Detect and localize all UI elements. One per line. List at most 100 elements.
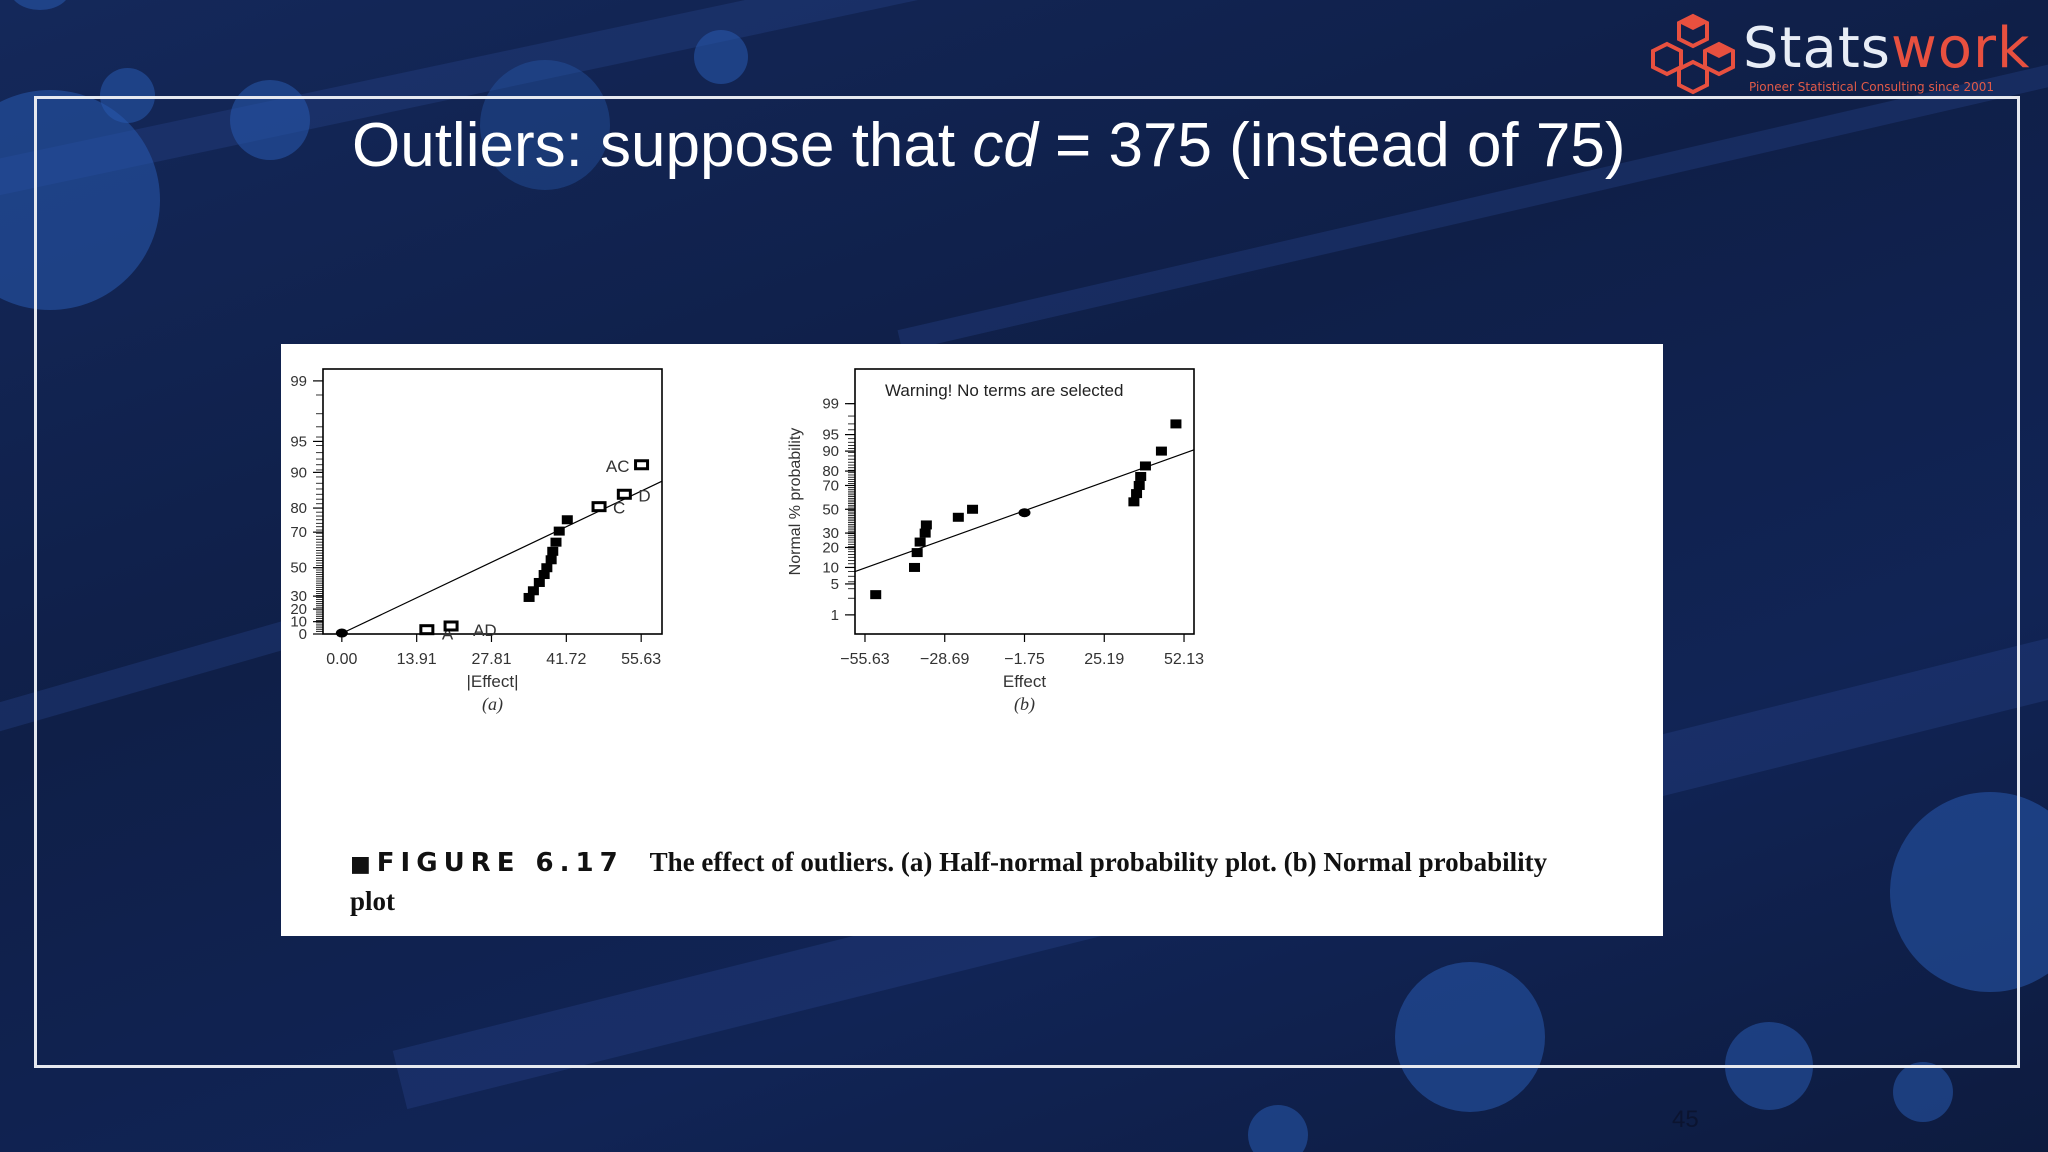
bg-bubble <box>1395 962 1545 1112</box>
data-point <box>523 592 535 602</box>
y-tick-label: 30 <box>290 588 307 605</box>
slide-title: Outliers: suppose that cd = 375 (instead… <box>352 110 1626 181</box>
x-tick-label: 52.13 <box>1164 651 1204 668</box>
data-point <box>547 546 559 556</box>
bg-bubble <box>694 30 748 84</box>
title-suffix: = 375 (instead of 75) <box>1037 111 1626 180</box>
x-axis-label: |Effect| <box>467 672 519 691</box>
data-point <box>634 459 650 471</box>
logo-word-stats: Stats <box>1743 16 1891 81</box>
bg-bubble <box>1893 1062 1953 1122</box>
data-point <box>419 624 435 636</box>
y-tick-label: 50 <box>822 501 839 518</box>
data-point <box>1139 461 1151 471</box>
x-tick-label: 13.91 <box>397 651 437 668</box>
point-label: AC <box>606 457 630 476</box>
logo-word-work: work <box>1890 16 2031 81</box>
data-point <box>967 504 979 514</box>
slide-frame <box>34 96 2020 1068</box>
data-point <box>1133 480 1145 490</box>
data-point <box>952 512 964 522</box>
y-tick-label: 70 <box>290 524 307 541</box>
y-tick-label: 20 <box>290 601 307 618</box>
y-axis-label: Normal % probability <box>787 428 804 576</box>
data-point <box>920 520 932 530</box>
y-tick-label: 99 <box>290 373 307 390</box>
x-axis-label: Effect <box>1003 672 1046 691</box>
bg-bubble <box>100 68 155 123</box>
panel-label: (b) <box>1014 694 1035 715</box>
figure-caption: ■ FIGURE 6.17 The effect of outliers. (a) … <box>350 844 1550 919</box>
x-tick-label: 0.00 <box>326 651 357 668</box>
logo-wordmark: Statswork <box>1743 16 2030 81</box>
y-tick-label: 5 <box>831 576 839 593</box>
data-point <box>914 537 926 547</box>
statswork-logo: Statswork Pioneer Statistical Consulting… <box>1645 10 2029 100</box>
data-point <box>1155 446 1167 456</box>
figure-panel: 0 10 20 30 50 70 80 90 95 99 0.00 13.91 27.81 41.72 55… <box>281 344 1663 936</box>
y-tick-label: 90 <box>290 464 307 481</box>
data-point <box>919 528 931 538</box>
y-tick-label: 20 <box>822 539 839 556</box>
y-tick-label: 80 <box>822 463 839 480</box>
y-tick-label: 95 <box>290 433 307 450</box>
x-tick-label: 25.19 <box>1084 651 1124 668</box>
y-tick-label: 95 <box>822 427 839 444</box>
bg-bubble <box>10 0 70 10</box>
y-tick-label: 10 <box>822 559 839 576</box>
data-point <box>561 515 573 525</box>
data-point <box>911 548 923 558</box>
bg-bubble <box>1890 792 2048 992</box>
point-label: C <box>613 499 625 518</box>
fit-line <box>341 480 663 634</box>
data-point <box>527 586 539 596</box>
cube-logo-icon <box>1651 13 1735 95</box>
data-point <box>545 555 557 565</box>
bg-bubble <box>230 80 310 160</box>
panel-label: (a) <box>482 694 503 715</box>
data-point <box>591 501 607 513</box>
y-tick-label: 1 <box>831 607 839 624</box>
x-tick-label: 55.63 <box>621 651 661 668</box>
y-tick-label: 70 <box>822 477 839 494</box>
data-point <box>1018 508 1031 518</box>
data-point <box>1128 497 1140 507</box>
title-prefix: Outliers: suppose that <box>352 111 973 180</box>
plot-frame <box>322 368 663 635</box>
data-point <box>616 488 632 500</box>
y-tick-label: 90 <box>822 443 839 460</box>
x-tick-label: −28.69 <box>920 651 969 668</box>
y-tick-label: 30 <box>822 525 839 542</box>
plot-frame <box>854 368 1195 635</box>
plot-annotation: Warning! No terms are selected <box>885 381 1123 400</box>
title-variable: cd <box>972 111 1038 180</box>
data-point <box>533 577 545 587</box>
x-tick-label: −1.75 <box>1004 651 1045 668</box>
logo-tagline: Pioneer Statistical Consulting since 200… <box>1749 80 1994 94</box>
data-point <box>538 570 550 580</box>
data-point <box>1135 471 1147 481</box>
y-tick-label: 99 <box>822 396 839 413</box>
page-number: 45 <box>1672 1106 1699 1133</box>
y-tick-label: 80 <box>290 500 307 517</box>
y-tick-label: 10 <box>290 614 307 631</box>
caption-label: FIGURE 6.17 <box>376 848 624 878</box>
point-label: D <box>638 486 650 505</box>
data-point <box>870 590 882 600</box>
data-point <box>1170 419 1182 429</box>
data-point <box>335 628 348 638</box>
y-tick-label: 0 <box>299 626 307 643</box>
x-tick-label: 27.81 <box>471 651 511 668</box>
caption-text: The effect of outliers. (a) Half-normal … <box>350 847 1548 916</box>
bg-bubble <box>1248 1105 1308 1152</box>
data-point <box>1131 489 1143 499</box>
x-tick-label: −55.63 <box>840 651 889 668</box>
x-tick-label: 41.72 <box>546 651 586 668</box>
data-point <box>443 620 459 632</box>
data-point <box>909 562 921 572</box>
data-point <box>541 563 553 573</box>
data-point <box>553 526 565 536</box>
caption-bullet: ■ <box>350 852 371 877</box>
y-tick-label: 50 <box>290 560 307 577</box>
